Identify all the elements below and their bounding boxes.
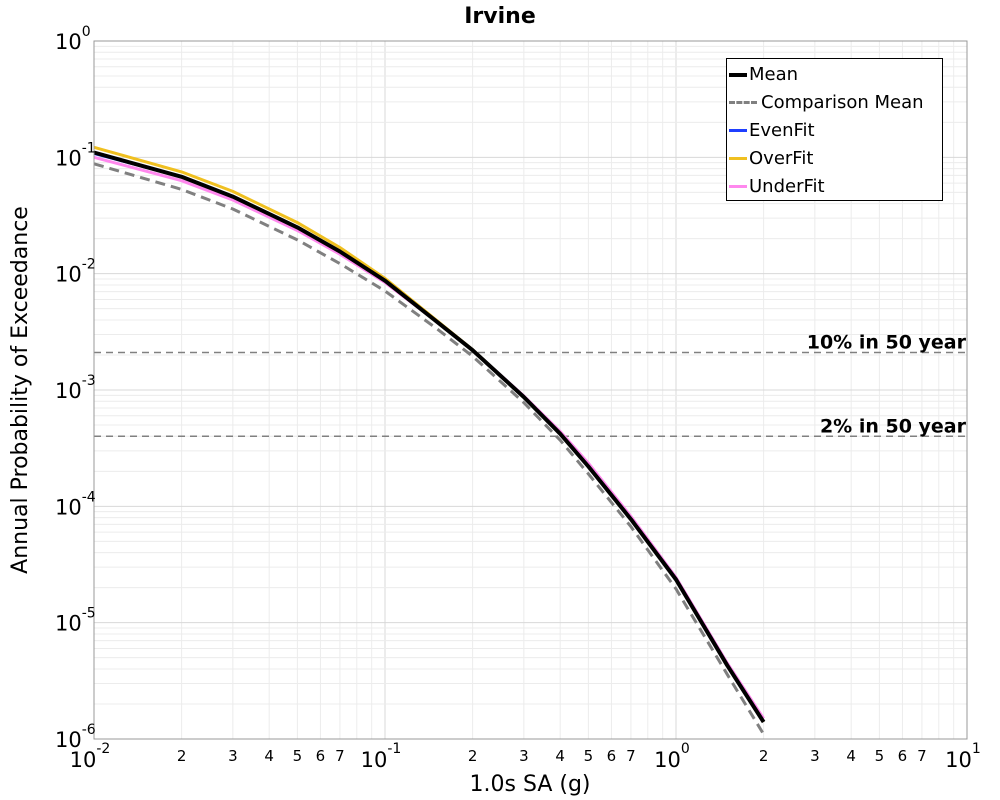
series-line-mean [93,150,766,724]
x-minor-tick-label: 5 [584,747,594,765]
x-minor-tick-label: 4 [555,747,565,765]
x-minor-tick-label: 7 [917,747,927,765]
legend-swatch [729,101,757,104]
x-minor-tick-label: 4 [264,747,274,765]
legend-label: UnderFit [749,176,825,197]
legend-item-overfit: OverFit [727,145,942,171]
x-minor-tick-label: 2 [759,747,769,765]
series-lines [93,145,766,735]
legend-label: Comparison Mean [761,92,924,113]
x-tick-label: 10-1 [361,741,402,772]
x-tick-label: 10-2 [70,741,111,772]
x-minor-tick-label: 3 [228,747,238,765]
legend-label: OverFit [749,148,814,169]
legend-swatch [729,73,747,77]
x-minor-tick-label: 5 [293,747,303,765]
x-tick-label: 101 [945,741,981,772]
legend-swatch [729,157,747,160]
legend-label: EvenFit [749,120,815,141]
reference-line-label: 10% in 50 year [807,332,967,354]
legend-item-evenfit: EvenFit [727,117,942,143]
legend: Mean Comparison Mean EvenFit OverFit UnderFi… [726,58,943,201]
legend-item-comparison-mean: Comparison Mean [727,89,942,115]
x-minor-tick-label: 3 [810,747,820,765]
x-tick-label: 100 [654,741,690,772]
grid [93,41,967,740]
y-tick-label: 10-5 [55,606,96,636]
y-tick-label: 10-3 [55,373,96,403]
x-minor-tick-label: 7 [335,747,345,765]
y-tick-labels: 100 10-1 10-2 10-3 10-4 10-5 10-6 [55,24,96,752]
legend-swatch [729,129,747,132]
y-tick-label: 100 [55,24,91,54]
x-minor-tick-label: 3 [519,747,529,765]
x-minor-tick-label: 7 [626,747,636,765]
x-minor-tick-label: 4 [846,747,856,765]
reference-lines: 10% in 50 year 2% in 50 year [94,332,967,437]
legend-label: Mean [749,64,799,85]
y-tick-label: 10-6 [55,722,96,752]
legend-swatch [729,185,747,188]
reference-line-label: 2% in 50 year [820,415,967,437]
legend-item-mean: Mean [727,61,942,87]
x-minor-tick-label: 2 [468,747,478,765]
chart-title: Irvine [464,4,536,29]
x-minor-tick-label: 2 [177,747,187,765]
plot-frame [93,40,968,740]
x-minor-tick-label: 6 [316,747,326,765]
x-minor-tick-label: 5 [875,747,885,765]
y-axis-label: Annual Probability of Exceedance [8,206,33,574]
series-line-comparison-mean [93,162,765,735]
y-tick-label: 10-2 [55,257,96,287]
x-minor-tick-label: 6 [898,747,908,765]
legend-item-underfit: UnderFit [727,173,942,199]
y-tick-label: 10-4 [55,489,96,519]
x-axis-label: 1.0s SA (g) [470,772,591,797]
x-minor-tick-label: 6 [607,747,617,765]
y-tick-label: 10-1 [55,140,96,170]
